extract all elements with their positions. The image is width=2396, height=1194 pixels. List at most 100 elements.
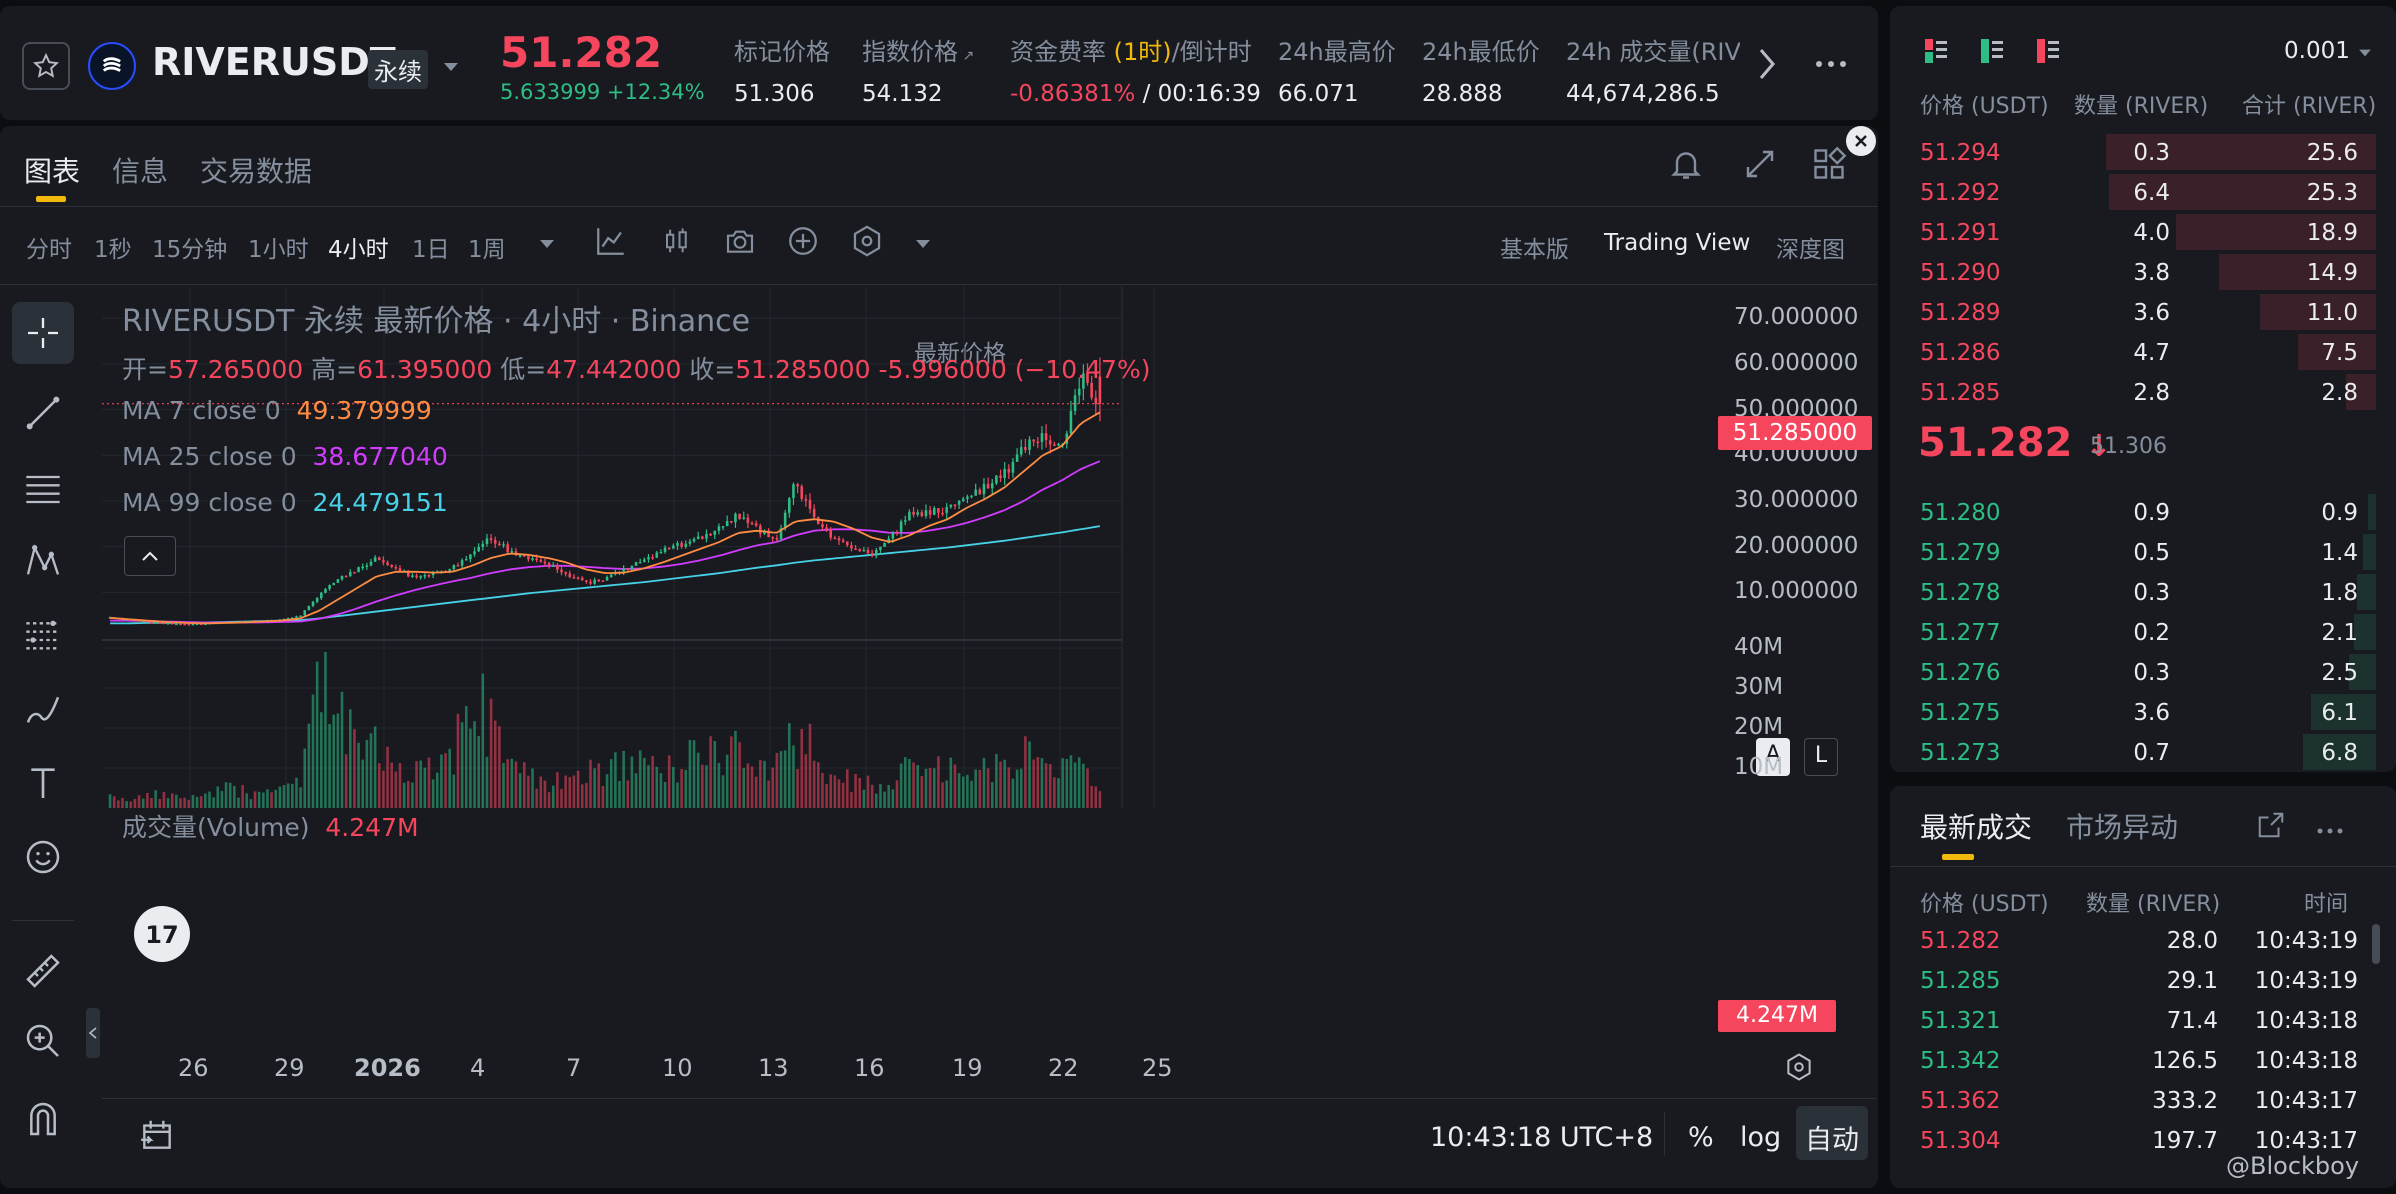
ask-row[interactable]: 51.289 3.6 11.0 bbox=[1890, 292, 2396, 332]
candle-body bbox=[978, 489, 982, 495]
bid-row[interactable]: 51.278 0.3 1.8 bbox=[1890, 572, 2396, 612]
candle-body bbox=[423, 575, 427, 577]
tick-size-select[interactable]: 0.001 bbox=[2284, 38, 2373, 64]
book-bids-view-icon[interactable] bbox=[1980, 38, 2004, 68]
row-price: 51.292 bbox=[1920, 180, 2001, 206]
interval-line[interactable]: 分时 bbox=[26, 237, 72, 263]
more-options-icon[interactable] bbox=[1814, 54, 1848, 73]
auto-button[interactable]: 自动 bbox=[1796, 1106, 1868, 1160]
depth-bar bbox=[2354, 614, 2376, 650]
volume-axis-label: 20M bbox=[1734, 714, 1784, 740]
camera-icon[interactable] bbox=[724, 224, 756, 264]
book-asks-view-icon[interactable] bbox=[2036, 38, 2060, 68]
date-range-icon[interactable] bbox=[136, 1116, 178, 1158]
ask-row[interactable]: 51.291 4.0 18.9 bbox=[1890, 212, 2396, 252]
volume-bar bbox=[431, 779, 435, 808]
interval-15m[interactable]: 15分钟 bbox=[152, 237, 228, 263]
tab-market-movers[interactable]: 市场异动 bbox=[2066, 811, 2179, 844]
text-tool-icon[interactable] bbox=[12, 752, 74, 814]
collapse-toolbar-icon[interactable] bbox=[86, 1008, 100, 1058]
volume-bar bbox=[340, 691, 344, 808]
zoom-in-icon[interactable] bbox=[12, 1010, 74, 1072]
ask-row[interactable]: 51.286 4.7 7.5 bbox=[1890, 332, 2396, 372]
chart-marks: 17 bbox=[102, 403, 1122, 962]
divider bbox=[0, 284, 1878, 285]
interval-dropdown-icon[interactable] bbox=[538, 230, 556, 256]
indicators-icon[interactable] bbox=[594, 224, 628, 264]
ruler-tool-icon[interactable] bbox=[12, 940, 74, 1002]
brush-tool-icon[interactable] bbox=[12, 678, 74, 740]
interval-4h[interactable]: 4小时 bbox=[328, 237, 389, 263]
view-depth[interactable]: 深度图 bbox=[1776, 237, 1845, 263]
volume-bar bbox=[643, 757, 646, 808]
volume-bar bbox=[990, 782, 994, 808]
price-type-select[interactable]: 最新价格 bbox=[914, 230, 1006, 367]
volume-bar bbox=[448, 748, 451, 808]
price-chart-canvas[interactable]: 17 bbox=[102, 286, 1822, 1096]
add-plus-icon[interactable] bbox=[786, 224, 820, 264]
tab-info[interactable]: 信息 bbox=[112, 155, 169, 188]
tab-latest-trades[interactable]: 最新成交 bbox=[1920, 811, 2033, 844]
candle-type-icon[interactable] bbox=[662, 224, 692, 264]
volume-bar bbox=[423, 767, 427, 808]
chart-settings-icon[interactable] bbox=[1784, 1052, 1814, 1086]
candle-body bbox=[1032, 439, 1035, 442]
ask-row[interactable]: 51.285 2.8 2.8 bbox=[1890, 372, 2396, 412]
fib-tool-icon[interactable] bbox=[12, 604, 74, 666]
scroll-right-chevron-icon[interactable] bbox=[1756, 46, 1778, 86]
ask-row[interactable]: 51.294 0.3 25.6 bbox=[1890, 132, 2396, 172]
layout-grid-icon[interactable] bbox=[1810, 146, 1848, 186]
bid-row[interactable]: 51.275 3.6 6.1 bbox=[1890, 692, 2396, 732]
candle-body bbox=[183, 623, 186, 626]
tab-trading-data[interactable]: 交易数据 bbox=[200, 155, 313, 188]
bid-row[interactable]: 51.276 0.3 2.5 bbox=[1890, 652, 2396, 692]
alert-bell-icon[interactable] bbox=[1668, 146, 1704, 186]
trade-time: 10:43:19 bbox=[2254, 968, 2358, 994]
volume-bar bbox=[369, 733, 373, 808]
settings-hexagon-icon[interactable] bbox=[850, 224, 884, 264]
horizontal-lines-tool-icon[interactable] bbox=[12, 456, 74, 518]
emoji-tool-icon[interactable] bbox=[12, 826, 74, 888]
collapse-legend-button[interactable] bbox=[124, 536, 176, 576]
tab-chart[interactable]: 图表 bbox=[24, 155, 81, 188]
pattern-tool-icon[interactable] bbox=[12, 530, 74, 592]
volume-bar bbox=[564, 775, 567, 808]
ask-row[interactable]: 51.292 6.4 25.3 bbox=[1890, 172, 2396, 212]
bid-row[interactable]: 51.273 0.7 6.8 bbox=[1890, 732, 2396, 772]
candle-body bbox=[804, 498, 808, 501]
trade-time: 10:43:18 bbox=[2254, 1008, 2358, 1034]
percent-scale-button[interactable]: % bbox=[1688, 1122, 1714, 1153]
symbol-dropdown-icon[interactable] bbox=[442, 58, 460, 77]
log-button[interactable]: log bbox=[1740, 1122, 1782, 1153]
fullscreen-icon[interactable] bbox=[1742, 146, 1778, 186]
close-icon[interactable] bbox=[1846, 126, 1876, 156]
index-price-stat[interactable]: 指数价格 ↗ 54.132 bbox=[862, 32, 974, 107]
volume-bar bbox=[895, 780, 899, 808]
interval-1s[interactable]: 1秒 bbox=[94, 237, 132, 263]
interval-1h[interactable]: 1小时 bbox=[248, 237, 309, 263]
trades-scrollbar[interactable] bbox=[2372, 924, 2380, 964]
bid-row[interactable]: 51.277 0.2 2.1 bbox=[1890, 612, 2396, 652]
interval-1w[interactable]: 1周 bbox=[468, 237, 506, 263]
favorite-star-button[interactable] bbox=[22, 42, 70, 90]
row-price: 51.276 bbox=[1920, 660, 2001, 686]
magnet-tool-icon[interactable] bbox=[12, 1088, 74, 1150]
interval-1d[interactable]: 1日 bbox=[412, 237, 450, 263]
view-basic[interactable]: 基本版 bbox=[1500, 237, 1569, 263]
bid-row[interactable]: 51.279 0.5 1.4 bbox=[1890, 532, 2396, 572]
volume-bar bbox=[121, 797, 124, 808]
more-options-icon[interactable] bbox=[2316, 820, 2344, 839]
trend-line-tool-icon[interactable] bbox=[12, 382, 74, 444]
volume-bar bbox=[899, 763, 903, 808]
book-both-view-icon[interactable] bbox=[1924, 38, 1948, 68]
symbol-name[interactable]: RIVERUSDT bbox=[152, 40, 396, 84]
volume-bar bbox=[274, 789, 278, 808]
bid-row[interactable]: 51.280 0.9 0.9 bbox=[1890, 492, 2396, 532]
view-tradingview[interactable]: Trading View bbox=[1604, 230, 1751, 256]
log-scale-button[interactable]: L bbox=[1804, 738, 1838, 776]
popout-icon[interactable] bbox=[2256, 810, 2286, 844]
crosshair-tool-icon[interactable] bbox=[12, 302, 74, 364]
ask-row[interactable]: 51.290 3.8 14.9 bbox=[1890, 252, 2396, 292]
candle-body bbox=[754, 523, 758, 526]
auto-scale-button[interactable]: A bbox=[1756, 738, 1790, 776]
